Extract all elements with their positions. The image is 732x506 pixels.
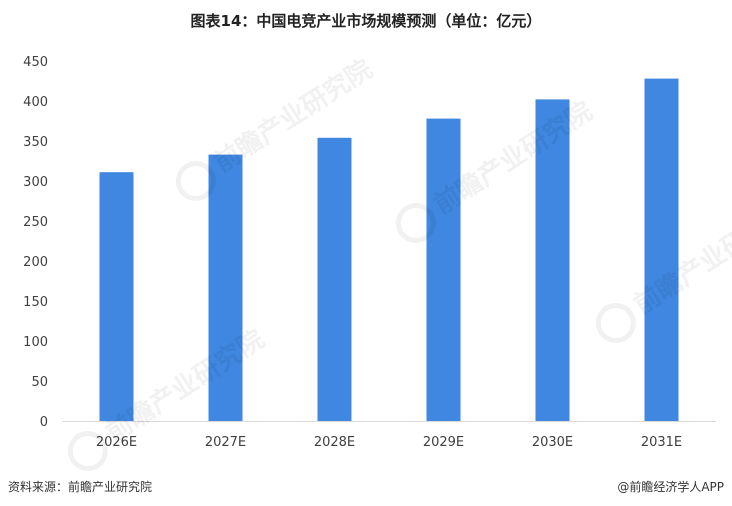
x-tick-label: 2031E [641,435,682,450]
bar [208,154,243,421]
y-tick-label: 150 [23,295,48,310]
credit-note: @前瞻经济学人APP [617,480,724,494]
bar [535,99,570,422]
y-tick-label: 0 [40,415,48,430]
y-tick-label: 450 [23,55,48,70]
bar [317,137,352,422]
x-axis: 2026E 2027E 2028E 2029E 2030E 2031E [96,435,682,450]
y-tick-label: 100 [23,335,48,350]
bar [99,172,134,421]
y-tick-label: 300 [23,175,48,190]
y-tick-label: 50 [31,375,48,390]
chart-title: 图表14：中国电竞产业市场规模预测（单位：亿元） [190,12,542,30]
y-tick-label: 400 [23,95,48,110]
x-tick-label: 2026E [96,435,137,450]
x-tick-label: 2028E [314,435,355,450]
x-tick-label: 2027E [205,435,246,450]
source-note: 资料来源：前瞻产业研究院 [8,480,153,494]
bar-series [99,78,679,422]
y-tick-label: 350 [23,135,48,150]
x-tick-label: 2029E [423,435,464,450]
y-tick-label: 250 [23,215,48,230]
bar [426,118,461,421]
y-axis: 0 50 100 150 200 250 300 350 400 450 [23,55,48,430]
x-tick-label: 2030E [532,435,573,450]
bar [644,78,679,421]
y-tick-label: 200 [23,255,48,270]
